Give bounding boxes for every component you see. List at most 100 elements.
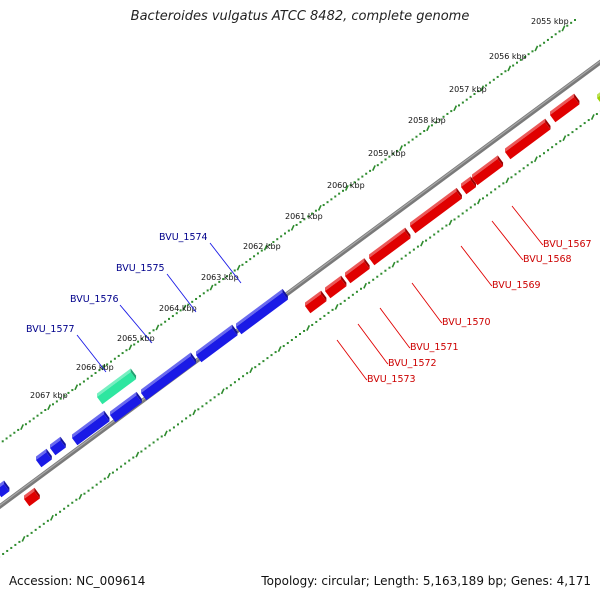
inner-ruler-dot (559, 140, 562, 143)
ruler-tick-label: 2058 kbp (408, 116, 446, 125)
inner-ruler-dot (262, 360, 265, 363)
reverse-gene-end (364, 258, 370, 269)
inner-ruler-dot (384, 269, 387, 272)
outer-ruler-dot (415, 135, 418, 138)
reverse-label-leader (379, 307, 411, 349)
outer-ruler-dot (125, 349, 128, 352)
outer-ruler-dot (260, 249, 263, 252)
highlighted-gene-end (130, 368, 137, 380)
forward-gene-label: BVU_1575 (116, 263, 165, 274)
outer-ruler-dot (357, 178, 360, 181)
ruler-tick-label: 2059 kbp (368, 149, 406, 158)
inner-ruler-dot (71, 501, 74, 504)
inner-ruler-dot (502, 182, 505, 185)
inner-ruler-dot (388, 266, 391, 269)
ruler-tick-label: 2064 kbp (159, 304, 197, 313)
reverse-gene (472, 158, 504, 186)
outer-ruler-dot (519, 58, 522, 61)
inner-ruler-dot (331, 308, 334, 311)
inner-ruler-dot (18, 540, 21, 543)
outer-ruler-tick (182, 304, 187, 311)
outer-ruler-dot (179, 309, 182, 312)
outer-ruler-dot (13, 431, 16, 434)
inner-ruler-dot (189, 414, 192, 417)
reverse-gene-end (497, 155, 504, 167)
inner-ruler-dot (152, 441, 155, 444)
reverse-gene (369, 231, 411, 266)
outer-ruler-dot (63, 394, 66, 397)
outer-ruler-dot (168, 317, 170, 320)
edge-gene-top (597, 92, 600, 98)
outer-ruler-dot (226, 275, 228, 278)
outer-ruler-tick (399, 145, 403, 152)
outer-ruler-dot (434, 121, 437, 124)
inner-ruler-dot (30, 531, 33, 534)
reverse-label-leader (460, 245, 493, 287)
reverse-gene (305, 294, 327, 314)
outer-ruler-dot (299, 221, 302, 224)
outer-ruler-dot (214, 283, 217, 286)
outer-ruler-dot (187, 303, 190, 306)
inner-ruler-dot (429, 236, 432, 239)
outer-ruler-dot (164, 320, 167, 323)
outer-ruler-dot (222, 278, 225, 281)
inner-ruler-dot (518, 170, 521, 173)
inner-ruler-dot (63, 507, 66, 510)
forward-gene-top (236, 288, 283, 327)
reverse-gene-top (345, 258, 365, 276)
outer-ruler-dot (110, 360, 112, 363)
reverse-gene-label: BVU_1571 (410, 342, 459, 353)
outer-ruler-dot (570, 21, 573, 24)
edge-gene (597, 95, 600, 103)
outer-ruler-dot (388, 155, 391, 158)
inner-ruler-dot (587, 119, 590, 122)
reverse-gene-label: BVU_1568 (523, 254, 572, 265)
inner-ruler (0, 110, 600, 558)
outer-ruler-tick (236, 264, 241, 271)
forward-label-leader (209, 242, 242, 284)
outer-ruler-dot (5, 437, 8, 440)
inner-ruler-dot (258, 363, 261, 366)
outer-ruler-dot (326, 201, 329, 204)
outer-ruler-dot (233, 269, 236, 272)
ruler-tick-label: 2065 kbp (117, 334, 155, 343)
inner-ruler-dot (583, 122, 586, 125)
inner-ruler-dot (327, 311, 330, 314)
backbone-line (0, 59, 600, 510)
forward-gene-top (141, 352, 191, 393)
reverse-gene-top (550, 93, 575, 115)
inner-ruler-dot (575, 128, 578, 131)
outer-ruler-dot (71, 389, 74, 392)
inner-ruler-tick (391, 261, 396, 268)
outer-ruler-dot (539, 44, 542, 47)
outer-ruler-tick (263, 244, 268, 251)
inner-ruler-dot (441, 227, 444, 230)
genome-title: Bacteroides vulgatus ATCC 8482, complete… (130, 9, 470, 24)
outer-ruler-dot (492, 78, 495, 81)
inner-ruler-dot (372, 278, 375, 281)
inner-ruler-tick (277, 346, 282, 353)
reverse-gene-label: BVU_1567 (543, 239, 592, 250)
outer-ruler-dot (523, 56, 526, 59)
inner-ruler-dot (376, 275, 379, 278)
inner-ruler-dot (217, 393, 220, 396)
reverse-gene-end (341, 275, 347, 287)
inner-ruler-dot (83, 492, 86, 495)
outer-ruler-dot (376, 164, 379, 167)
inner-ruler-dot (351, 293, 354, 296)
outer-ruler-tick (372, 165, 376, 171)
inner-ruler-tick (477, 198, 481, 205)
forward-gene-end (190, 352, 197, 364)
outer-ruler-dot (32, 417, 35, 420)
outer-ruler-dot (175, 312, 178, 315)
inner-ruler-dot (132, 456, 135, 459)
outer-ruler-dot (469, 95, 472, 98)
inner-ruler-dot (213, 396, 216, 399)
outer-ruler-dot (512, 64, 515, 67)
outer-ruler-tick (47, 404, 52, 411)
inner-ruler-dot (469, 206, 472, 209)
forward-gene (196, 328, 238, 363)
forward-gene (36, 452, 52, 468)
inner-ruler-dot (396, 260, 399, 263)
inner-ruler-dot (494, 188, 497, 191)
